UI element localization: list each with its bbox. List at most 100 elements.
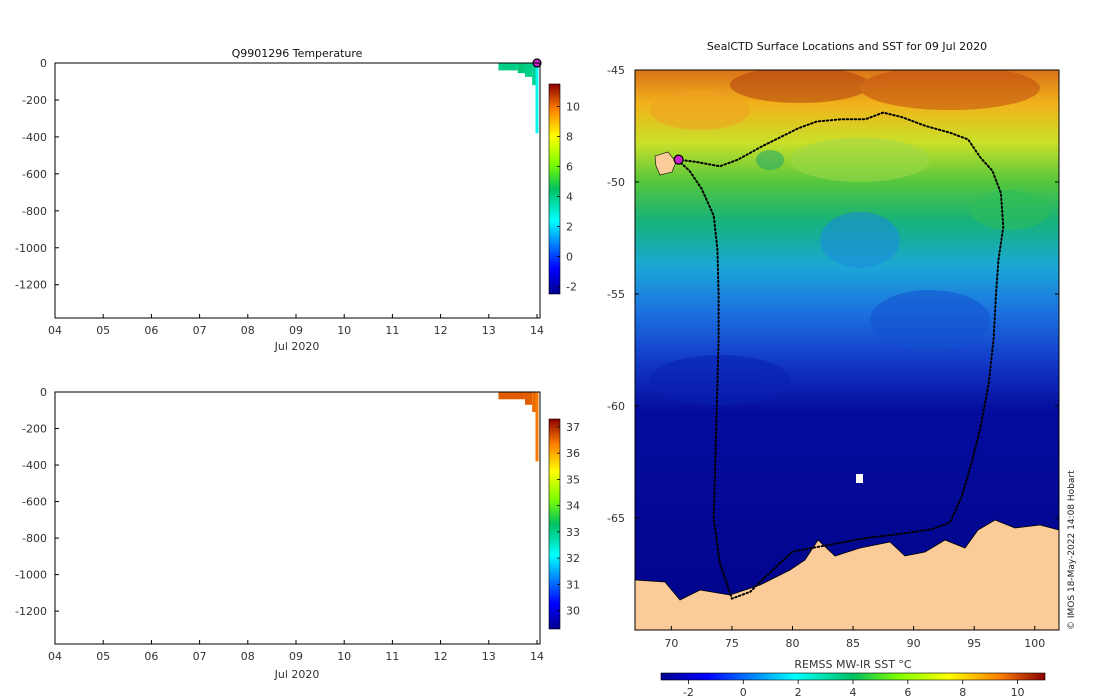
temperature-colorbar <box>548 83 561 295</box>
lon-tick-label: 90 <box>907 637 921 650</box>
colorbar-tick-label: 6 <box>566 161 573 174</box>
y-tick-label: -1200 <box>15 605 47 618</box>
lon-tick-label: 100 <box>1024 637 1045 650</box>
map-title: SealCTD Surface Locations and SST for 09… <box>707 40 987 53</box>
map-colorbar-label: REMSS MW-IR SST °C <box>794 658 912 671</box>
sst-map-panel: SealCTD Surface Locations and SST for 09… <box>607 40 1077 699</box>
temperature-y-axis: 0 -200 -400 -600 -800 -1000 -1200 <box>15 57 59 292</box>
lat-tick-label: -60 <box>607 400 625 413</box>
salinity-x-axis: 04 05 06 07 08 09 10 11 12 13 14 <box>48 640 544 663</box>
x-tick-label: 09 <box>289 324 303 337</box>
map-colorbar-ticks: -2 0 2 4 6 8 10 <box>683 680 1025 699</box>
lon-tick-label: 75 <box>725 637 739 650</box>
x-tick-label: 07 <box>193 324 207 337</box>
map-colorbar-tick-label: 4 <box>850 686 857 699</box>
map-longitude-axis: 70 75 80 85 90 95 100 <box>664 626 1045 650</box>
colorbar-tick-label: 2 <box>566 221 573 234</box>
x-tick-label: 10 <box>337 324 351 337</box>
y-tick-label: -800 <box>22 205 47 218</box>
profile-bar <box>532 392 537 413</box>
temperature-panel-title: Q9901296 Temperature <box>232 47 363 60</box>
x-tick-label: 06 <box>144 324 158 337</box>
antarctic-land <box>635 519 1059 630</box>
profile-bar <box>532 63 537 86</box>
salinity-x-axis-label: Jul 2020 <box>274 668 320 681</box>
x-tick-label: 11 <box>385 650 399 663</box>
salinity-colorbar <box>548 418 561 630</box>
temperature-panel: Q9901296 Temperature 0 -200 -400 -600 -800 -1… <box>15 47 580 353</box>
map-colorbar <box>660 672 1046 681</box>
salinity-colorbar-ticks: 37 36 35 34 33 32 31 30 <box>557 421 580 618</box>
salinity-plot-frame <box>54 391 541 645</box>
x-tick-label: 05 <box>96 650 110 663</box>
lat-tick-label: -45 <box>607 64 625 77</box>
lon-tick-label: 95 <box>967 637 981 650</box>
colorbar-tick-label: 31 <box>566 578 580 591</box>
salinity-y-axis: 0 -200 -400 -600 -800 -1000 -1200 <box>15 386 59 618</box>
colorbar-tick-label: 34 <box>566 500 580 513</box>
profile-bar <box>535 392 539 462</box>
colorbar-tick-label: 33 <box>566 526 580 539</box>
x-tick-label: 13 <box>482 324 496 337</box>
map-frame <box>634 69 1060 631</box>
y-tick-label: -200 <box>22 94 47 107</box>
y-tick-label: -1000 <box>15 569 47 582</box>
map-colorbar-tick-label: -2 <box>683 686 694 699</box>
kerguelen-island <box>654 151 677 176</box>
land-mask-patch <box>856 474 863 483</box>
profile-bar <box>498 392 525 400</box>
x-tick-label: 10 <box>337 650 351 663</box>
temperature-x-axis-label: Jul 2020 <box>274 340 320 353</box>
profile-bar <box>517 63 525 74</box>
colorbar-tick-label: 0 <box>566 251 573 264</box>
temperature-colorbar-ticks: 10 8 6 4 2 0 -2 <box>557 101 580 294</box>
colorbar-tick-label: 8 <box>566 131 573 144</box>
colorbar-tick-label: 30 <box>566 605 580 618</box>
colorbar-tick-label: 37 <box>566 421 580 434</box>
x-tick-label: 09 <box>289 650 303 663</box>
map-colorbar-tick-label: 2 <box>795 686 802 699</box>
colorbar-tick-label: -2 <box>566 281 577 294</box>
x-tick-label: 08 <box>241 324 255 337</box>
x-tick-label: 08 <box>241 650 255 663</box>
lat-tick-label: -55 <box>607 288 625 301</box>
y-tick-label: -200 <box>22 423 47 436</box>
profile-bar <box>498 63 518 71</box>
map-colorbar-tick-label: 8 <box>959 686 966 699</box>
colorbar-tick-label: 4 <box>566 191 573 204</box>
current-position-marker <box>673 154 684 165</box>
map-colorbar-tick-label: 10 <box>1011 686 1025 699</box>
map-credit: © IMOS 18-May-2022 14:08 Hobart <box>1067 470 1077 630</box>
map-latitude-axis: -45 -50 -55 -60 -65 <box>607 64 1059 525</box>
sst-texture <box>650 70 1050 405</box>
y-tick-label: -400 <box>22 131 47 144</box>
colorbar-tick-label: 36 <box>566 447 580 460</box>
colorbar-tick-label: 32 <box>566 552 580 565</box>
profile-bar <box>524 392 533 405</box>
salinity-profile-bars <box>498 392 539 462</box>
map-area <box>635 70 1059 630</box>
lon-tick-label: 70 <box>664 637 678 650</box>
lon-tick-label: 85 <box>846 637 860 650</box>
y-tick-label: -400 <box>22 459 47 472</box>
x-tick-label: 11 <box>385 324 399 337</box>
x-tick-label: 13 <box>482 650 496 663</box>
colorbar-tick-label: 35 <box>566 473 580 486</box>
x-tick-label: 05 <box>96 324 110 337</box>
x-tick-label: 04 <box>48 650 62 663</box>
x-tick-label: 06 <box>144 650 158 663</box>
y-tick-label: -800 <box>22 532 47 545</box>
x-tick-label: 14 <box>530 650 544 663</box>
lat-tick-label: -65 <box>607 512 625 525</box>
seal-track <box>676 111 1005 600</box>
y-tick-label: -600 <box>22 496 47 509</box>
y-tick-label: 0 <box>40 57 47 70</box>
lat-tick-label: -50 <box>607 176 625 189</box>
salinity-panel: 0 -200 -400 -600 -800 -1000 -1200 04 05 06 07 08 09… <box>15 386 580 681</box>
temperature-x-axis: 04 05 06 07 08 09 10 11 12 13 14 <box>48 314 544 337</box>
x-tick-label: 04 <box>48 324 62 337</box>
y-tick-label: -600 <box>22 168 47 181</box>
profile-bar <box>524 63 533 77</box>
profile-bar <box>535 63 539 134</box>
y-tick-label: -1200 <box>15 279 47 292</box>
